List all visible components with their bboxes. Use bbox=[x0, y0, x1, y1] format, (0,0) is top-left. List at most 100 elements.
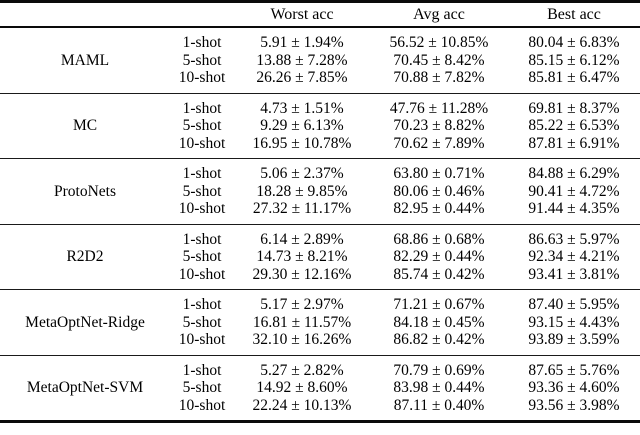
table-row: ProtoNets 1-shot 5.06 ± 2.37% 63.80 ± 0.… bbox=[0, 159, 640, 200]
shot-label: 1-shot bbox=[182, 34, 222, 51]
cell-avg: 70.23 ± 8.82% bbox=[393, 117, 485, 134]
header-row: Worst acc Avg acc Best acc bbox=[0, 2, 640, 28]
table-row: 5-shot 13.88 ± 7.28% 70.45 ± 8.42% 85.15… bbox=[0, 52, 640, 70]
table-row: MetaOptNet-Ridge 1-shot 5.17 ± 2.97% 71.… bbox=[0, 290, 640, 331]
group-r2d2: R2D2 1-shot 6.14 ± 2.89% 68.86 ± 0.68% 8… bbox=[0, 224, 640, 290]
cell-avg: 82.95 ± 0.44% bbox=[393, 200, 485, 217]
cell-worst: 26.26 ± 7.85% bbox=[256, 69, 348, 86]
cell-best: 93.36 ± 4.60% bbox=[528, 379, 620, 396]
cell-avg: 70.79 ± 0.69% bbox=[393, 361, 485, 379]
cell-best: 93.89 ± 3.59% bbox=[528, 331, 620, 348]
shot-label: 5-shot bbox=[182, 313, 222, 331]
cell-worst: 6.14 ± 2.89% bbox=[260, 230, 344, 248]
cell-worst: 14.92 ± 8.60% bbox=[256, 379, 348, 396]
cell-avg: 63.80 ± 0.71% bbox=[393, 165, 485, 182]
shot-label: 10-shot bbox=[178, 69, 226, 86]
method-label: R2D2 bbox=[66, 248, 104, 265]
shot-label: 1-shot bbox=[182, 361, 222, 379]
method-label: MetaOptNet-SVM bbox=[26, 379, 144, 396]
table-row: 10-shot 27.32 ± 11.17% 82.95 ± 0.44% 91.… bbox=[0, 200, 640, 224]
cell-best: 93.15 ± 4.43% bbox=[528, 313, 620, 331]
cell-worst: 16.95 ± 10.78% bbox=[252, 134, 352, 152]
shot-label: 1-shot bbox=[182, 99, 222, 117]
table-row: 10-shot 22.24 ± 10.13% 87.11 ± 0.40% 93.… bbox=[0, 397, 640, 422]
col-header-shot-empty bbox=[170, 2, 234, 28]
cell-worst: 5.27 ± 2.82% bbox=[260, 361, 344, 379]
shot-label: 1-shot bbox=[182, 296, 222, 313]
cell-avg: 68.86 ± 0.68% bbox=[393, 230, 485, 248]
method-label: MetaOptNet-Ridge bbox=[25, 313, 145, 331]
shot-label: 10-shot bbox=[178, 200, 226, 217]
table-header: Worst acc Avg acc Best acc bbox=[0, 2, 640, 28]
method-label: MAML bbox=[60, 51, 110, 69]
cell-best: 85.15 ± 6.12% bbox=[528, 51, 620, 69]
cell-avg: 70.88 ± 7.82% bbox=[393, 69, 485, 86]
cell-avg: 80.06 ± 0.46% bbox=[393, 182, 485, 200]
shot-label: 5-shot bbox=[182, 182, 222, 200]
table-row: 5-shot 18.28 ± 9.85% 80.06 ± 0.46% 90.41… bbox=[0, 183, 640, 201]
group-metaoptnet-ridge: MetaOptNet-Ridge 1-shot 5.17 ± 2.97% 71.… bbox=[0, 289, 640, 356]
cell-best: 92.34 ± 4.21% bbox=[528, 248, 620, 265]
cell-best: 93.41 ± 3.81% bbox=[528, 265, 620, 283]
cell-best: 80.04 ± 6.83% bbox=[528, 34, 620, 51]
col-header-worst: Worst acc bbox=[270, 6, 334, 23]
cell-worst: 16.81 ± 11.57% bbox=[252, 313, 352, 331]
shot-label: 5-shot bbox=[182, 248, 222, 265]
cell-best: 85.22 ± 6.53% bbox=[528, 117, 620, 134]
paper-results-table-figure: Worst acc Avg acc Best acc MAML 1-shot 5… bbox=[0, 0, 640, 423]
cell-worst: 5.06 ± 2.37% bbox=[260, 165, 344, 182]
group-protonets: ProtoNets 1-shot 5.06 ± 2.37% 63.80 ± 0.… bbox=[0, 158, 640, 225]
cell-best: 87.40 ± 5.95% bbox=[528, 296, 620, 313]
cell-worst: 9.29 ± 6.13% bbox=[260, 117, 344, 134]
table-row: 10-shot 29.30 ± 12.16% 85.74 ± 0.42% 93.… bbox=[0, 266, 640, 290]
cell-avg: 83.98 ± 0.44% bbox=[393, 379, 485, 396]
cell-avg: 70.45 ± 8.42% bbox=[393, 51, 485, 69]
cell-best: 87.81 ± 6.91% bbox=[528, 134, 620, 152]
cell-avg: 84.18 ± 0.45% bbox=[393, 313, 485, 331]
cell-best: 86.63 ± 5.97% bbox=[528, 230, 620, 248]
cell-worst: 14.73 ± 8.21% bbox=[256, 248, 348, 265]
table-row: 10-shot 32.10 ± 16.26% 86.82 ± 0.42% 93.… bbox=[0, 331, 640, 355]
cell-best: 84.88 ± 6.29% bbox=[528, 165, 620, 182]
table-row: 5-shot 14.92 ± 8.60% 83.98 ± 0.44% 93.36… bbox=[0, 379, 640, 397]
shot-label: 10-shot bbox=[178, 265, 226, 283]
cell-worst: 5.17 ± 2.97% bbox=[260, 296, 344, 313]
shot-label: 10-shot bbox=[178, 396, 226, 414]
table-row: 5-shot 16.81 ± 11.57% 84.18 ± 0.45% 93.1… bbox=[0, 314, 640, 332]
cell-avg: 70.62 ± 7.89% bbox=[393, 134, 485, 152]
cell-worst: 13.88 ± 7.28% bbox=[256, 51, 348, 69]
table-row: MetaOptNet-SVM 1-shot 5.27 ± 2.82% 70.79… bbox=[0, 355, 640, 397]
cell-worst: 22.24 ± 10.13% bbox=[252, 396, 352, 414]
method-label: ProtoNets bbox=[54, 182, 116, 200]
cell-worst: 29.30 ± 12.16% bbox=[252, 265, 352, 283]
shot-label: 1-shot bbox=[182, 165, 222, 182]
cell-avg: 86.82 ± 0.42% bbox=[393, 331, 485, 348]
group-maml: MAML 1-shot 5.91 ± 1.94% 56.52 ± 10.85% … bbox=[0, 27, 640, 93]
col-header-avg: Avg acc bbox=[413, 6, 465, 23]
cell-avg: 82.29 ± 0.44% bbox=[393, 248, 485, 265]
cell-best: 93.56 ± 3.98% bbox=[528, 396, 620, 414]
cell-worst: 27.32 ± 11.17% bbox=[252, 200, 352, 217]
cell-best: 69.81 ± 8.37% bbox=[528, 99, 620, 117]
cell-avg: 47.76 ± 11.28% bbox=[389, 99, 489, 117]
cell-worst: 32.10 ± 16.26% bbox=[252, 331, 352, 348]
shot-label: 5-shot bbox=[182, 51, 222, 69]
table-row: 10-shot 16.95 ± 10.78% 70.62 ± 7.89% 87.… bbox=[0, 135, 640, 159]
cell-best: 87.65 ± 5.76% bbox=[528, 361, 620, 379]
cell-avg: 85.74 ± 0.42% bbox=[393, 265, 485, 283]
col-header-method-empty bbox=[0, 2, 170, 28]
cell-worst: 18.28 ± 9.85% bbox=[256, 182, 348, 200]
cell-best: 85.81 ± 6.47% bbox=[528, 69, 620, 86]
cell-best: 90.41 ± 4.72% bbox=[528, 182, 620, 200]
shot-label: 5-shot bbox=[182, 379, 222, 396]
shot-label: 5-shot bbox=[182, 117, 222, 134]
cell-avg: 71.21 ± 0.67% bbox=[393, 296, 485, 313]
shot-label: 1-shot bbox=[182, 230, 222, 248]
results-table: Worst acc Avg acc Best acc MAML 1-shot 5… bbox=[0, 0, 640, 423]
table-row: MC 1-shot 4.73 ± 1.51% 47.76 ± 11.28% 69… bbox=[0, 93, 640, 135]
group-metaoptnet-svm: MetaOptNet-SVM 1-shot 5.27 ± 2.82% 70.79… bbox=[0, 355, 640, 422]
cell-worst: 5.91 ± 1.94% bbox=[260, 34, 344, 51]
table-row: MAML 1-shot 5.91 ± 1.94% 56.52 ± 10.85% … bbox=[0, 27, 640, 69]
shot-label: 10-shot bbox=[178, 331, 226, 348]
table-row: 10-shot 26.26 ± 7.85% 70.88 ± 7.82% 85.8… bbox=[0, 69, 640, 93]
